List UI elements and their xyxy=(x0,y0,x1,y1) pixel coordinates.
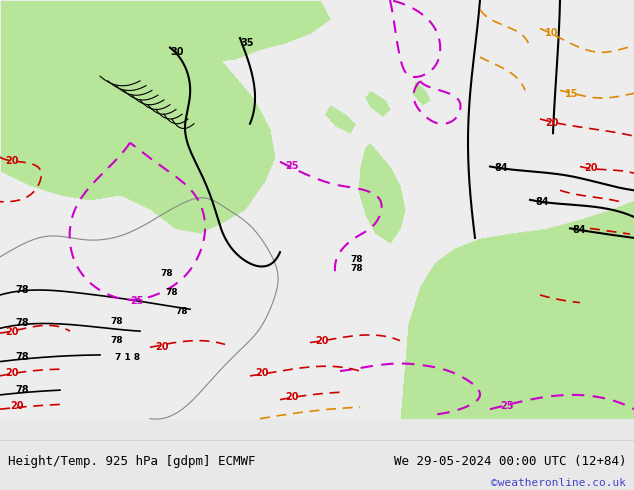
Text: 20: 20 xyxy=(315,337,328,346)
Text: 78: 78 xyxy=(110,336,122,344)
Text: 78: 78 xyxy=(15,352,29,362)
Text: 20: 20 xyxy=(545,118,559,127)
Text: 84: 84 xyxy=(494,163,508,173)
Text: We 29-05-2024 00:00 UTC (12+84): We 29-05-2024 00:00 UTC (12+84) xyxy=(394,455,626,468)
Text: 20: 20 xyxy=(10,401,23,411)
Text: 30: 30 xyxy=(170,47,183,57)
Text: 84: 84 xyxy=(535,196,548,207)
Text: 84: 84 xyxy=(572,225,586,235)
Text: 15: 15 xyxy=(565,89,578,99)
Text: 78: 78 xyxy=(160,269,172,278)
Text: ©weatheronline.co.uk: ©weatheronline.co.uk xyxy=(491,478,626,488)
Text: Height/Temp. 925 hPa [gdpm] ECMWF: Height/Temp. 925 hPa [gdpm] ECMWF xyxy=(8,455,256,468)
Text: 20: 20 xyxy=(285,392,299,402)
Text: 20: 20 xyxy=(255,368,269,378)
Text: 20: 20 xyxy=(5,156,18,166)
Text: 20: 20 xyxy=(584,163,597,173)
Text: 25: 25 xyxy=(500,401,514,411)
Text: 10: 10 xyxy=(545,28,559,38)
Text: 35: 35 xyxy=(240,38,254,48)
Text: 7 1 8: 7 1 8 xyxy=(115,353,140,362)
Text: 78: 78 xyxy=(175,307,188,316)
Text: 20: 20 xyxy=(155,342,169,352)
Text: 25: 25 xyxy=(285,161,299,172)
Text: 20: 20 xyxy=(5,327,18,337)
Text: 78: 78 xyxy=(110,317,122,325)
Text: 25: 25 xyxy=(130,296,143,306)
Text: 78: 78 xyxy=(350,255,363,264)
Text: 78: 78 xyxy=(15,318,29,328)
Text: 78: 78 xyxy=(15,385,29,395)
Text: 20: 20 xyxy=(5,368,18,378)
Text: 78: 78 xyxy=(350,264,363,273)
Text: 78: 78 xyxy=(15,285,29,295)
Text: 78: 78 xyxy=(165,288,178,297)
